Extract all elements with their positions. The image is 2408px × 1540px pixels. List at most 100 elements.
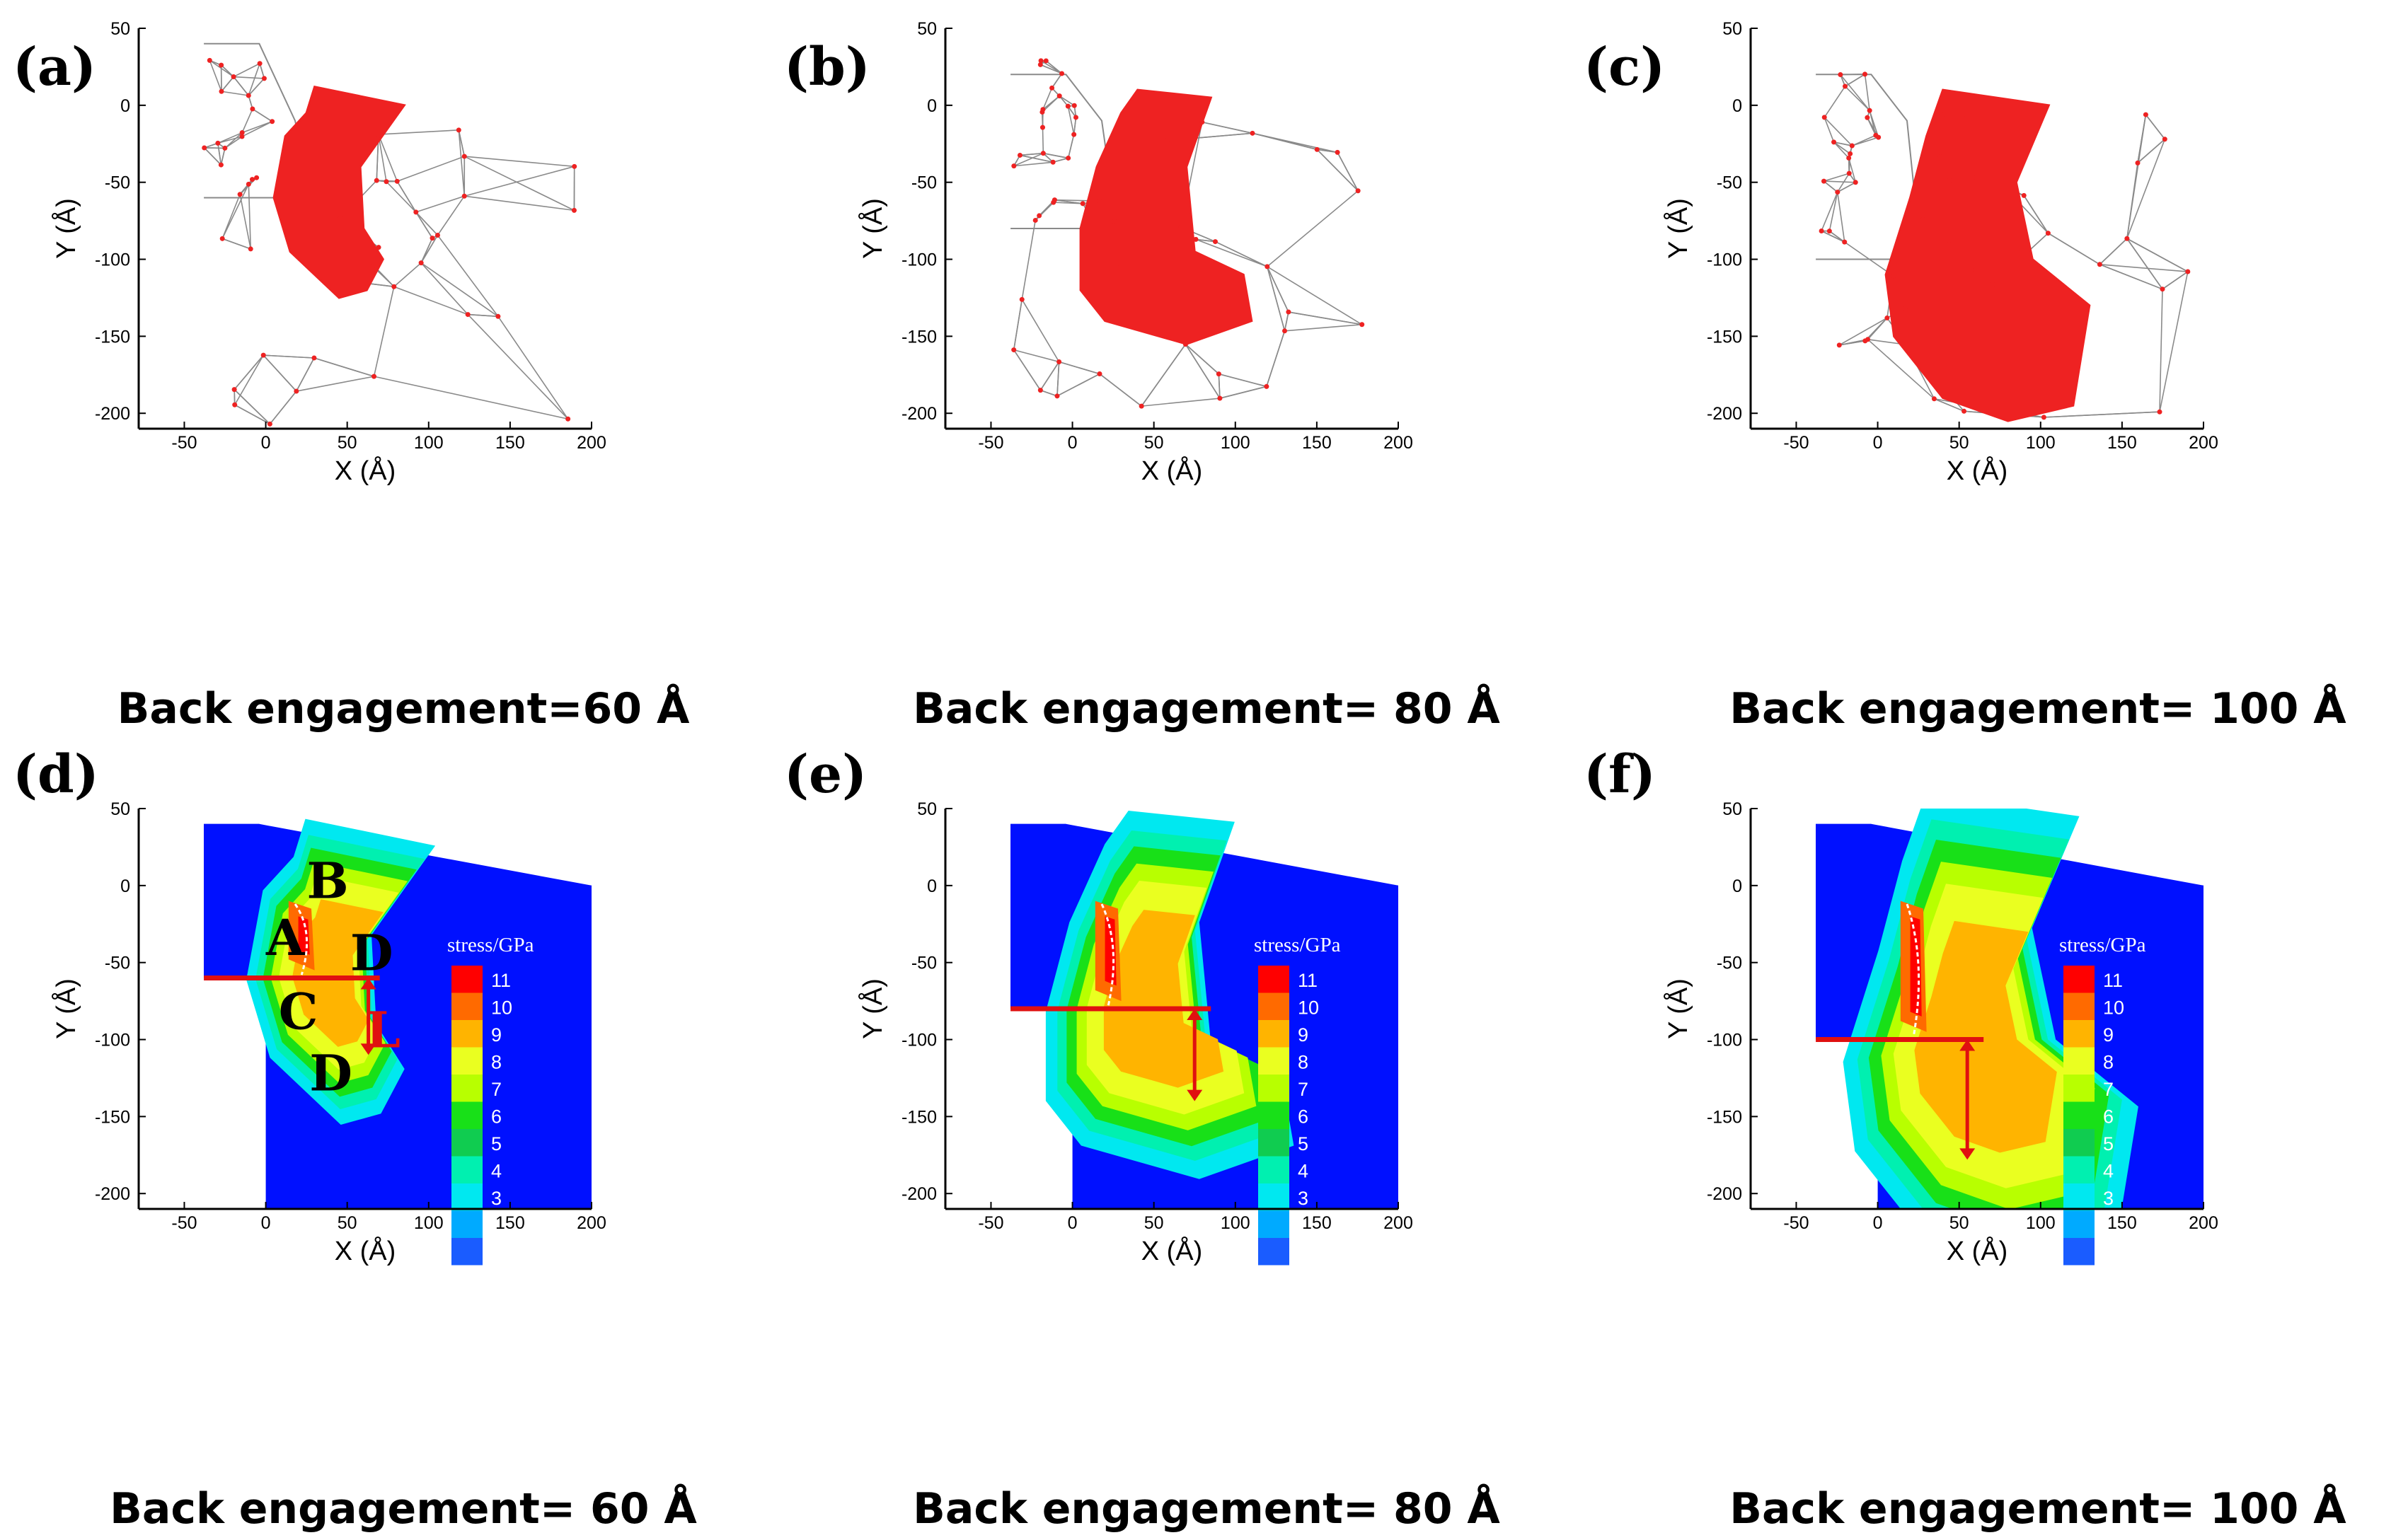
mesh-edge — [217, 136, 243, 144]
y-tick-label: 50 — [917, 19, 937, 39]
panel-label: (f) — [1584, 744, 1656, 805]
legend-label: 2 — [2103, 1215, 2114, 1237]
y-tick-label: -200 — [901, 404, 937, 424]
mesh-node — [1199, 120, 1205, 125]
mesh-node — [1821, 178, 1826, 184]
stress-peak — [1105, 916, 1117, 986]
y-tick-label: -150 — [95, 327, 130, 347]
mesh-node — [1059, 71, 1065, 76]
panel-e: stress/GPa 11 10 9 8 7 6 5 4 3 2 1 -50 0 50 100 150 200 50… — [784, 744, 1500, 1534]
mesh-edge — [1051, 73, 1063, 88]
mesh-edge — [1099, 373, 1142, 407]
mesh-node — [2041, 415, 2046, 420]
mesh-node — [1040, 107, 1046, 112]
x-tick-label: 150 — [2107, 433, 2137, 453]
mesh-edge — [1266, 330, 1286, 387]
y-tick-label: 50 — [1722, 799, 1742, 819]
plot-area — [204, 818, 592, 1209]
mesh-node — [1947, 238, 1952, 243]
y-tick-label: -200 — [95, 1184, 130, 1204]
panel-label: (c) — [1584, 37, 1665, 98]
mesh-edge — [217, 143, 222, 166]
stress-contour — [1914, 920, 2057, 1153]
mesh-edge — [2047, 232, 2100, 265]
legend-label: 3 — [2103, 1188, 2114, 1209]
mesh-edge — [217, 132, 243, 144]
x-tick-label: 200 — [1383, 433, 1413, 453]
mesh-edge — [1824, 86, 1846, 118]
mesh-node — [261, 76, 267, 81]
tool-edge-curve — [1100, 903, 1115, 1006]
mesh-node — [1969, 267, 1974, 273]
x-tick-label: 0 — [261, 1213, 271, 1233]
y-tick-label: -100 — [95, 1031, 130, 1050]
mesh-node — [2160, 286, 2165, 292]
length-arrow-head-bottom — [1187, 1089, 1203, 1101]
mesh-edge — [248, 63, 260, 96]
mesh-edge — [1219, 373, 1267, 388]
x-tick-label: 200 — [2189, 1213, 2218, 1233]
mesh-node — [250, 106, 255, 112]
legend-label: 6 — [491, 1106, 502, 1128]
mesh-edge — [1219, 386, 1267, 399]
mesh-edge — [221, 91, 249, 96]
mesh-node — [376, 245, 381, 250]
mesh-edge — [1195, 238, 1268, 267]
mesh-edge — [396, 156, 465, 183]
mesh-node — [1264, 383, 1269, 389]
mesh-edge — [1837, 173, 1850, 192]
mesh-edge — [420, 262, 468, 315]
legend-label: 2 — [1298, 1215, 1308, 1237]
mesh-edge — [374, 376, 568, 420]
mesh-edge — [1838, 317, 1888, 346]
y-tick-label: -200 — [1707, 404, 1742, 424]
mesh-edge — [1837, 182, 1856, 193]
length-arrow-head-bottom — [1959, 1148, 1976, 1160]
mesh-node — [1065, 103, 1071, 109]
mesh-edge — [221, 76, 234, 92]
axes: -50 0 50 100 150 200 50 0 -50 -100 -150 -200 X (Å) Y … — [50, 799, 606, 1266]
mesh-edge — [1040, 389, 1058, 397]
mesh-node — [1032, 217, 1038, 223]
mesh-node — [1193, 236, 1199, 242]
mesh-node — [2124, 236, 2130, 241]
x-axis-label: X (Å) — [1947, 1235, 2008, 1266]
x-tick-label: 0 — [1873, 1213, 1883, 1233]
annotation-D: D — [350, 924, 393, 983]
legend-title: stress/GPa — [2059, 934, 2146, 956]
legend-swatch — [2063, 1210, 2095, 1238]
mesh-node — [1819, 228, 1824, 233]
mesh-node — [207, 57, 212, 63]
mesh-edge — [2159, 271, 2189, 412]
mesh-node — [1335, 149, 1340, 155]
mesh-edge — [220, 148, 226, 166]
mesh-edge — [378, 134, 387, 182]
y-tick-label: 50 — [917, 799, 937, 819]
y-tick-label: 0 — [927, 96, 937, 116]
panel-label: (b) — [784, 37, 870, 98]
mesh-node — [254, 175, 260, 180]
y-tick-label: -200 — [95, 404, 130, 424]
mesh-node — [267, 421, 272, 427]
mesh-node — [572, 163, 577, 169]
mesh-edge — [420, 262, 499, 317]
mesh-edge — [1054, 199, 1083, 204]
y-axis-label: Y (Å) — [1662, 978, 1693, 1039]
mesh-node — [1831, 139, 1837, 145]
mesh-node — [461, 154, 467, 159]
mesh-edge — [1267, 266, 1289, 313]
mesh-edge — [1013, 349, 1042, 391]
legend-swatch — [451, 1238, 483, 1266]
tool-edge-curve — [1906, 903, 1920, 1037]
legend-swatch — [2063, 1101, 2095, 1129]
x-tick-label: -50 — [978, 1213, 1003, 1233]
mesh-edge — [1823, 180, 1838, 193]
mesh-node — [1835, 190, 1840, 195]
legend-swatch — [451, 1075, 483, 1102]
y-tick-label: -150 — [901, 1107, 937, 1127]
mesh-node — [219, 62, 224, 68]
mesh-node — [248, 246, 253, 252]
mesh-edge — [2099, 238, 2128, 265]
mesh-node — [1902, 306, 1908, 311]
mesh-node — [1037, 213, 1042, 219]
